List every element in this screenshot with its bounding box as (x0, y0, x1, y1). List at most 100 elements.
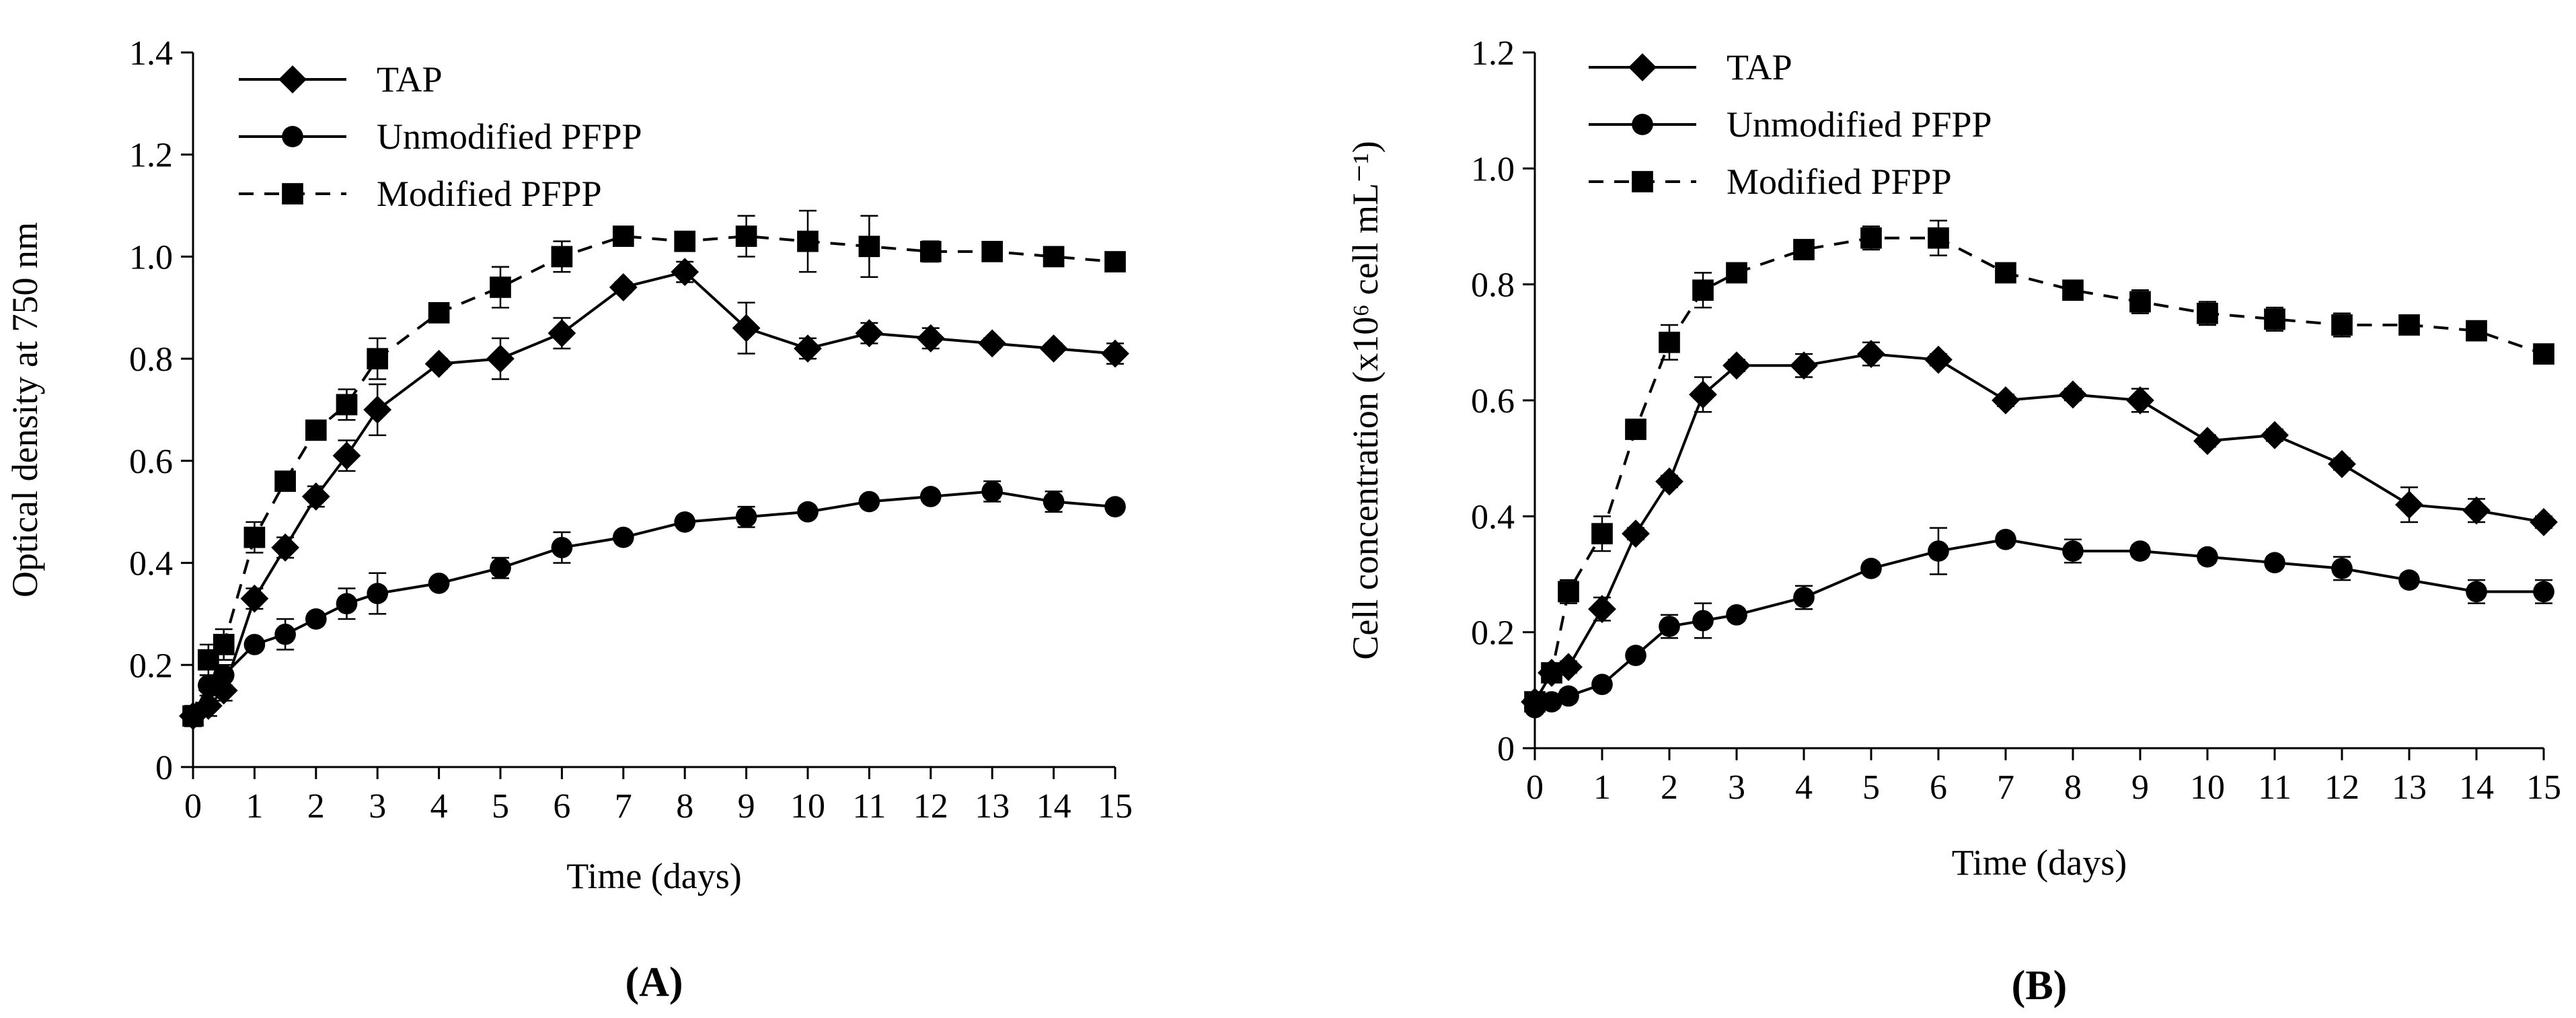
x-tick-label: 3 (1728, 768, 1745, 807)
data-point (301, 482, 330, 511)
data-point (424, 349, 453, 378)
legend: TAP Unmodified PFPP Modified PFPP (1589, 47, 1992, 202)
data-point (1692, 279, 1714, 301)
data-point (1591, 523, 1613, 545)
data-point (274, 623, 296, 645)
data-point (797, 501, 819, 523)
x-tick-label: 0 (184, 787, 202, 826)
data-point (2062, 540, 2084, 562)
series-unmodified-pfpp (1524, 527, 2554, 719)
y-tick-label: 0.4 (129, 545, 173, 583)
data-point (609, 273, 638, 301)
data-point (490, 277, 511, 298)
data-point (735, 225, 757, 247)
x-axis-title: Time (days) (1952, 842, 2127, 883)
x-tick-label: 7 (1997, 768, 2014, 807)
x-tick-label: 10 (2190, 768, 2225, 807)
x-tick-label: 10 (790, 787, 825, 826)
x-tick-label: 11 (2258, 768, 2291, 807)
series-modified-pfpp (182, 209, 1126, 727)
data-point (2126, 386, 2154, 414)
y-tick-label: 1.4 (129, 34, 173, 73)
x-tick-label: 15 (1098, 787, 1133, 826)
legend-label: Modified PFPP (1727, 161, 1952, 202)
data-point (732, 314, 761, 342)
data-point (1588, 595, 1616, 624)
y-tick-label: 0.2 (129, 647, 173, 685)
data-point (305, 608, 327, 630)
data-point (1558, 685, 1579, 707)
x-tick-label: 11 (852, 787, 886, 826)
x-tick-label: 8 (2064, 768, 2082, 807)
data-point (1726, 604, 1747, 626)
series-tap (1521, 340, 2558, 716)
legend-marker (1632, 171, 1653, 192)
panel-a: 0 1 2 3 4 5 6 7 8 9 10 11 12 13 14 1500.20.40.60.81.01.… (5, 34, 1133, 1005)
series-line (1533, 236, 2544, 703)
data-point (1790, 351, 1818, 380)
data-point (1622, 519, 1650, 548)
y-axis-title: Optical density at 750 nm (5, 222, 45, 597)
data-point (551, 536, 573, 558)
y-tick-label: 1.0 (1471, 150, 1515, 188)
data-point (1659, 331, 1680, 353)
data-point (1541, 691, 1562, 713)
y-tick-label: 0.8 (129, 340, 173, 379)
data-point (916, 324, 945, 353)
data-point (1043, 490, 1065, 513)
data-point (2264, 552, 2285, 574)
data-point (1625, 645, 1646, 666)
data-point (243, 634, 266, 655)
x-tick-label: 2 (307, 787, 325, 826)
data-point (1591, 674, 1613, 696)
data-point (213, 634, 235, 655)
data-point (428, 302, 450, 324)
data-point (1541, 662, 1562, 684)
data-point (1992, 386, 2020, 414)
x-tick-label: 9 (738, 787, 755, 826)
x-tick-label: 3 (369, 787, 386, 826)
data-point (858, 490, 880, 513)
series-line (1534, 538, 2544, 709)
y-tick-label: 0.4 (1471, 498, 1515, 536)
data-point (919, 486, 942, 507)
data-point (2328, 449, 2356, 478)
data-point (551, 246, 573, 268)
data-point (978, 329, 1007, 358)
data-point (674, 511, 696, 533)
data-point (1558, 581, 1579, 603)
data-point (2197, 302, 2218, 324)
x-tick-label: 13 (975, 787, 1010, 826)
x-tick-label: 5 (492, 787, 509, 826)
data-point (182, 705, 204, 727)
legend-label: Modified PFPP (377, 174, 602, 214)
data-point (1524, 691, 1546, 713)
data-point (1860, 558, 1882, 579)
data-point (2331, 558, 2353, 579)
data-point (2398, 314, 2420, 336)
data-point (1104, 496, 1126, 517)
data-point (2197, 546, 2218, 568)
data-point (855, 319, 884, 348)
data-point (243, 526, 266, 548)
x-tick-label: 0 (1526, 768, 1544, 807)
x-tick-label: 13 (2392, 768, 2427, 807)
legend-label: Unmodified PFPP (1727, 104, 1992, 145)
series-line (1533, 353, 2544, 703)
x-tick-label: 8 (676, 787, 693, 826)
data-point (981, 241, 1003, 262)
panel-b: 0 1 2 3 4 5 6 7 8 9 10 11 12 13 14 1500.20.40.60.81.01.… (1345, 34, 2561, 1009)
data-point (363, 396, 392, 424)
data-point (2059, 380, 2087, 409)
data-point (547, 319, 576, 348)
data-point (1995, 262, 2016, 284)
data-point (2129, 540, 2151, 562)
y-tick-label: 0.6 (1471, 382, 1515, 421)
data-point (2466, 581, 2487, 603)
data-point (1924, 345, 1953, 374)
legend-marker (278, 65, 307, 94)
data-point (1692, 610, 1714, 632)
data-point (274, 470, 296, 493)
series-unmodified-pfpp (182, 480, 1126, 727)
data-point (1722, 351, 1751, 380)
